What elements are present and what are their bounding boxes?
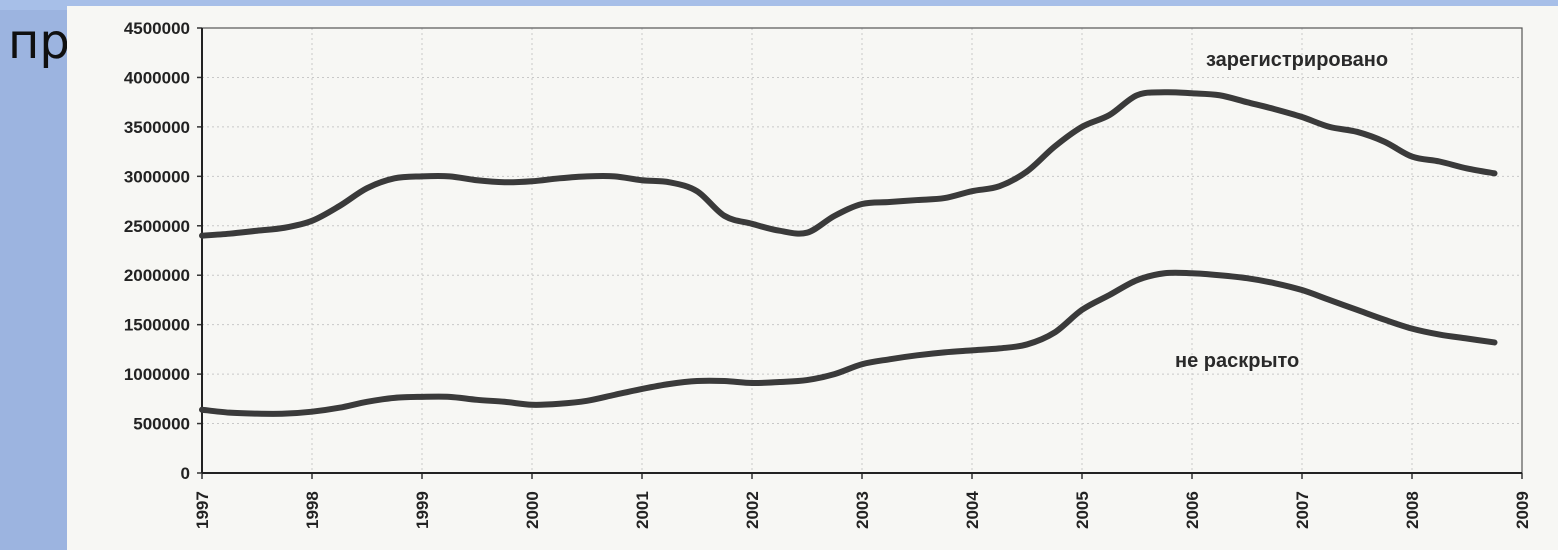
x-tick-label: 2007	[1293, 491, 1312, 529]
y-tick-label: 1500000	[124, 316, 190, 335]
line-chart: 0 500000 1000000 1500000 2000000 2500000 30000…	[124, 19, 1532, 529]
series-line-unsolved	[199, 269, 1498, 417]
y-tick-label: 3000000	[124, 167, 190, 186]
series-line-registered	[199, 89, 1498, 239]
y-tick-label: 0	[181, 464, 190, 483]
x-tick-label: 1999	[413, 491, 432, 529]
x-tick-label: 2009	[1513, 491, 1532, 529]
chart-panel: 0 500000 1000000 1500000 2000000 2500000 30000…	[67, 6, 1558, 550]
tick-labels: 0 500000 1000000 1500000 2000000 2500000 30000…	[124, 19, 1532, 529]
x-tick-label: 2001	[633, 491, 652, 529]
x-tick-label: 2000	[523, 491, 542, 529]
y-tick-label: 500000	[133, 415, 190, 434]
x-tick-label: 2006	[1183, 491, 1202, 529]
y-tick-label: 2500000	[124, 217, 190, 236]
x-tick-label: 2004	[963, 491, 982, 529]
grid-lines	[202, 27, 1522, 473]
slide-top-band	[0, 0, 1558, 10]
x-tick-label: 1998	[303, 491, 322, 529]
series-label-registered: зарегистрировано	[1206, 49, 1388, 71]
x-tick-label: 1997	[193, 491, 212, 529]
series-label-unsolved: не раскрыто	[1175, 350, 1299, 372]
axes	[197, 27, 1523, 479]
y-tick-label: 1000000	[124, 365, 190, 384]
y-tick-label: 3500000	[124, 118, 190, 137]
y-tick-label: 4500000	[124, 19, 190, 38]
x-tick-label: 2003	[853, 491, 872, 529]
x-tick-label: 2008	[1403, 491, 1422, 529]
x-tick-label: 2002	[743, 491, 762, 529]
series-lines	[199, 89, 1498, 417]
slide-title-fragment: пр	[8, 14, 70, 70]
x-tick-label: 2005	[1073, 491, 1092, 529]
y-tick-label: 4000000	[124, 68, 190, 87]
y-tick-label: 2000000	[124, 266, 190, 285]
